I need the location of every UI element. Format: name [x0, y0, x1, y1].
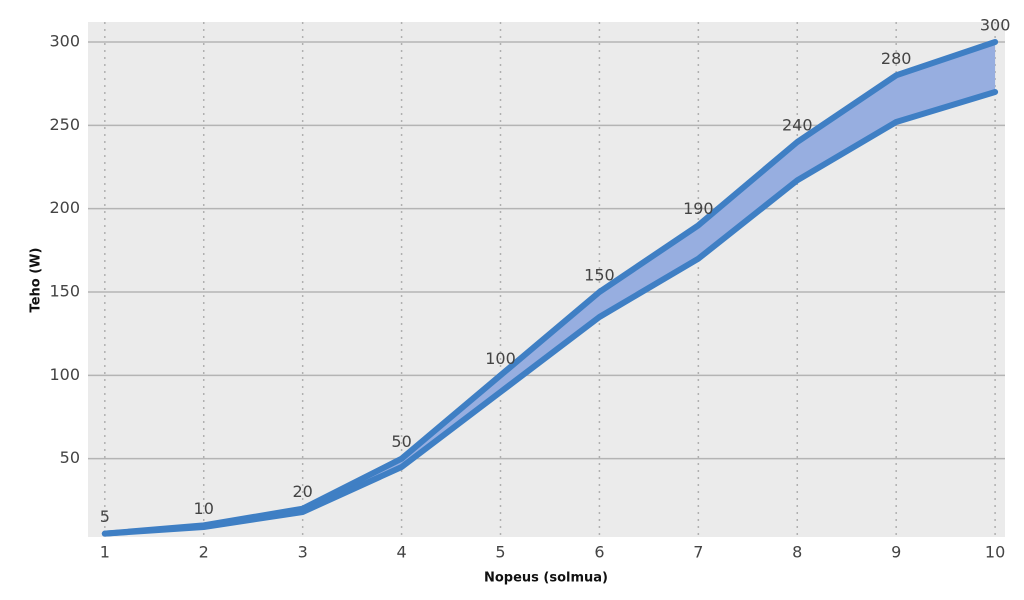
y-tick-label: 250	[49, 115, 80, 134]
x-tick-label: 6	[594, 543, 604, 562]
data-label: 100	[485, 349, 516, 368]
y-tick-label: 150	[49, 282, 80, 301]
data-label: 190	[683, 199, 714, 218]
x-tick-label: 10	[985, 543, 1005, 562]
x-tick-label: 4	[396, 543, 406, 562]
line	[101, 89, 999, 537]
y-tick-label: 200	[49, 198, 80, 217]
x-tick-label: 7	[693, 543, 703, 562]
y-tick-label: 300	[49, 32, 80, 51]
data-label: 10	[194, 499, 214, 518]
y-axis-title: Teho (W)	[29, 248, 44, 313]
data-label: 5	[100, 507, 110, 526]
x-tick-label: 2	[199, 543, 209, 562]
data-label: 280	[881, 49, 912, 68]
data-label: 240	[782, 116, 813, 135]
y-tick-label: 100	[49, 365, 80, 384]
x-tick-label: 9	[891, 543, 901, 562]
x-axis-title: Nopeus (solmua)	[484, 571, 608, 586]
y-tick-label: 50	[60, 448, 80, 467]
x-tick-label: 5	[495, 543, 505, 562]
data-label: 150	[584, 266, 615, 285]
data-label: 20	[292, 482, 312, 501]
x-tick-label: 3	[298, 543, 308, 562]
x-tick-label: 8	[792, 543, 802, 562]
x-tick-label: 1	[100, 543, 110, 562]
data-label: 300	[980, 16, 1011, 35]
data-label: 50	[391, 432, 411, 451]
